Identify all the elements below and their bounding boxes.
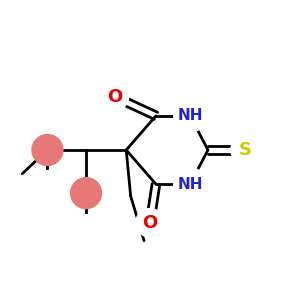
Circle shape bbox=[231, 136, 260, 164]
Circle shape bbox=[136, 208, 164, 237]
Text: S: S bbox=[238, 141, 252, 159]
Circle shape bbox=[174, 168, 206, 200]
Text: O: O bbox=[142, 214, 158, 232]
Text: O: O bbox=[107, 88, 122, 106]
Circle shape bbox=[32, 134, 63, 166]
Circle shape bbox=[70, 178, 102, 208]
Circle shape bbox=[174, 100, 206, 132]
Circle shape bbox=[100, 82, 129, 111]
Text: NH: NH bbox=[177, 108, 203, 123]
Text: NH: NH bbox=[177, 177, 203, 192]
